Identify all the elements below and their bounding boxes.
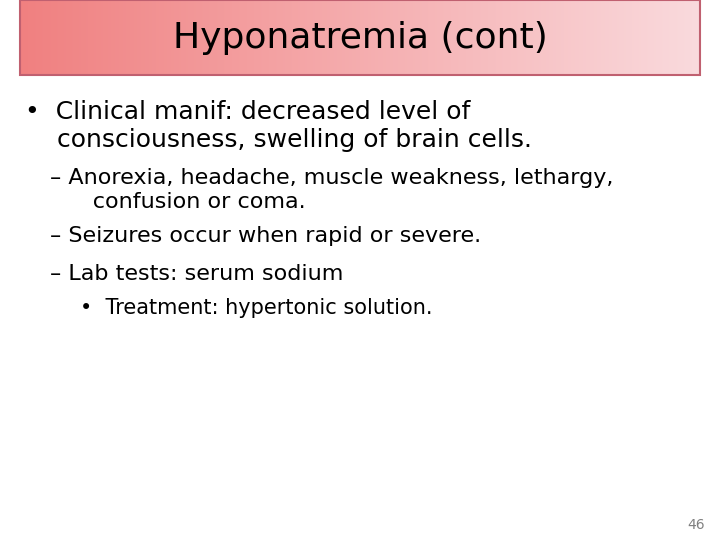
Text: •  Treatment: hypertonic solution.: • Treatment: hypertonic solution. xyxy=(80,298,433,318)
Text: – Anorexia, headache, muscle weakness, lethargy,: – Anorexia, headache, muscle weakness, l… xyxy=(50,168,613,188)
Text: consciousness, swelling of brain cells.: consciousness, swelling of brain cells. xyxy=(25,128,532,152)
Text: – Seizures occur when rapid or severe.: – Seizures occur when rapid or severe. xyxy=(50,226,481,246)
Text: confusion or coma.: confusion or coma. xyxy=(50,192,305,212)
Text: – Lab tests: serum sodium: – Lab tests: serum sodium xyxy=(50,264,343,284)
Text: 46: 46 xyxy=(688,518,705,532)
Bar xyxy=(20,0,700,75)
Text: •  Clinical manif: decreased level of: • Clinical manif: decreased level of xyxy=(25,100,470,124)
Text: Hyponatremia (cont): Hyponatremia (cont) xyxy=(173,21,547,55)
